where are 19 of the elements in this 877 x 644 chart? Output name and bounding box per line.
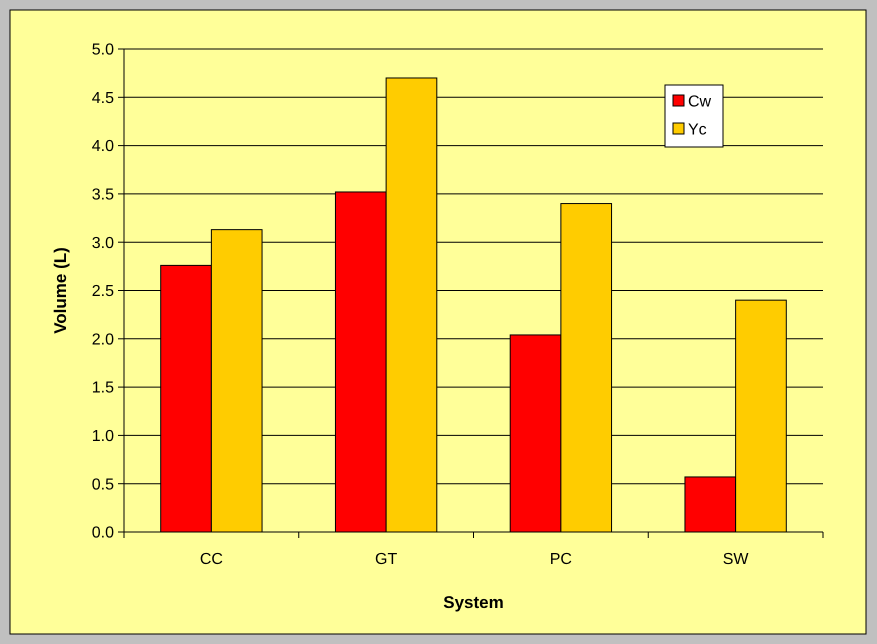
y-tick-label: 0.5	[92, 476, 114, 494]
y-axis-title: Volume (L)	[51, 247, 70, 334]
x-tick-label: CC	[200, 551, 223, 568]
y-tick-label: 1.0	[92, 428, 114, 445]
x-axis-title: System	[443, 593, 504, 612]
y-tick-label: 0.0	[92, 524, 114, 542]
x-tick-label: SW	[722, 551, 750, 568]
legend-label: Cw	[688, 94, 712, 111]
x-tick-label: GT	[375, 551, 398, 568]
x-tick-label: PC	[550, 551, 572, 568]
y-tick-label: 3.5	[92, 186, 114, 204]
y-tick-label: 1.5	[92, 380, 114, 397]
legend-label: Yc	[688, 122, 707, 139]
y-tick-label: 2.0	[92, 331, 114, 348]
y-tick-label: 5.0	[92, 42, 114, 59]
y-tick-label: 4.0	[92, 138, 114, 156]
y-tick-label: 2.5	[92, 283, 114, 300]
y-tick-label: 4.5	[92, 90, 114, 107]
y-tick-label: 3.0	[92, 234, 114, 252]
